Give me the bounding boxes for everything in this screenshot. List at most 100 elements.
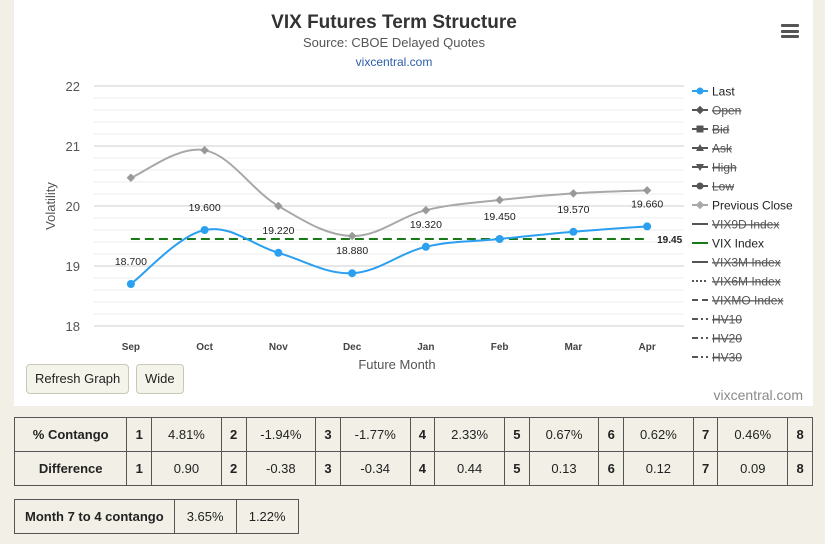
data-label: 19.220 — [262, 225, 294, 237]
month-contango-value: 3.65% — [173, 499, 237, 534]
previous-close-point — [126, 173, 136, 183]
month-contango-value: 1.22% — [235, 499, 299, 534]
row-header: % Contango — [13, 417, 128, 452]
legend-item-label[interactable]: Ask — [712, 142, 733, 156]
last-point — [569, 227, 578, 236]
legend-item-label[interactable]: High — [712, 161, 737, 175]
legend-item-label[interactable]: HV10 — [712, 313, 742, 327]
legend-diamond-marker — [695, 105, 705, 115]
value-cell: 2.33% — [434, 417, 505, 452]
month-index-cell: 2 — [220, 451, 247, 486]
legend-item-label[interactable]: VIX Index — [712, 237, 764, 251]
value-cell: -1.77% — [339, 417, 411, 452]
chart-credit-bottom: vixcentral.com — [713, 387, 803, 403]
x-tick-label: Feb — [491, 342, 509, 353]
table-row: Month 7 to 4 contango 3.65% 1.22% — [14, 499, 299, 534]
chart-title: VIX Futures Term Structure — [271, 12, 517, 33]
y-axis-title: Volatility — [43, 182, 58, 230]
value-cell: 0.46% — [717, 417, 789, 452]
month-index-cell: 8 — [787, 451, 813, 486]
last-point — [200, 226, 209, 234]
data-label: 19.320 — [410, 219, 442, 231]
table-row: Difference 1 0.90 2 -0.38 3 -0.34 4 0.44 5 0.13 6 0.… — [13, 451, 813, 486]
x-tick-label: Jan — [417, 342, 434, 353]
data-label: 19.570 — [557, 204, 589, 216]
month-index-cell: 8 — [787, 417, 813, 452]
value-cell: 0.90 — [151, 451, 222, 486]
month-index-cell: 1 — [126, 451, 153, 486]
y-tick-label: 20 — [66, 199, 80, 214]
y-tick-label: 21 — [66, 139, 80, 154]
legend-item-label[interactable]: HV20 — [712, 332, 742, 346]
value-cell: 0.44 — [434, 451, 505, 486]
last-point — [274, 248, 283, 257]
previous-close-point — [569, 189, 578, 198]
month-index-cell: 3 — [315, 417, 341, 452]
previous-close-point — [421, 205, 431, 215]
x-tick-label: Nov — [269, 342, 288, 353]
legend-item-label[interactable]: VIX3M Index — [712, 256, 781, 270]
data-label: 18.880 — [336, 245, 368, 257]
value-cell: 0.67% — [528, 417, 600, 452]
month-index-cell: 4 — [409, 451, 436, 486]
legend-circle-marker — [696, 182, 704, 190]
value-cell: -0.34 — [339, 451, 411, 486]
chart-credit-link[interactable]: vixcentral.com — [355, 55, 433, 69]
legend-item-label[interactable]: Previous Close — [712, 199, 793, 213]
previous-close-point — [642, 186, 652, 195]
contango-table: % Contango 1 4.81% 2 -1.94% 3 -1.77% 4 2.33% 5 0.6… — [13, 417, 813, 486]
legend-item-label[interactable]: Open — [712, 104, 741, 118]
previous-close-point — [200, 145, 209, 155]
last-point — [495, 235, 504, 243]
refresh-graph-button[interactable]: Refresh Graph — [26, 364, 130, 394]
value-cell: 0.12 — [623, 451, 694, 486]
month-index-cell: 1 — [126, 417, 153, 452]
value-cell: 0.09 — [717, 451, 789, 486]
month-index-cell: 7 — [692, 417, 719, 452]
table-row: % Contango 1 4.81% 2 -1.94% 3 -1.77% 4 2.33% 5 0.6… — [13, 417, 813, 452]
month-index-cell: 7 — [692, 451, 719, 486]
data-label: 19.660 — [631, 198, 663, 210]
chart-subtitle: Source: CBOE Delayed Quotes — [302, 35, 486, 50]
month-index-cell: 5 — [503, 451, 530, 486]
chart-panel: VIX Futures Term Structure Source: CBOE … — [14, 0, 813, 406]
legend-item-label[interactable]: Bid — [712, 123, 729, 137]
data-label: 19.600 — [189, 202, 221, 214]
legend-triangle-down-marker — [696, 164, 704, 171]
value-cell: 4.81% — [151, 417, 222, 452]
x-tick-label: Sep — [122, 342, 140, 353]
row-header: Difference — [13, 451, 128, 486]
previous-close-point — [495, 195, 504, 205]
legend-circle-marker — [696, 87, 704, 95]
legend-item-label[interactable]: VIX9D Index — [712, 218, 779, 232]
month-index-cell: 5 — [503, 417, 530, 452]
data-label: 19.450 — [484, 211, 516, 223]
month-index-cell: 2 — [220, 417, 247, 452]
last-point — [126, 280, 135, 288]
y-tick-label: 18 — [66, 319, 80, 334]
x-tick-label: Oct — [196, 342, 213, 353]
last-point — [421, 242, 430, 251]
legend-item-label[interactable]: HV30 — [712, 351, 742, 365]
data-label: 18.700 — [115, 256, 147, 268]
value-cell: 0.13 — [528, 451, 600, 486]
vix-index-label: 19.45 — [657, 235, 682, 246]
hamburger-menu-icon[interactable] — [781, 24, 799, 38]
value-cell: -0.38 — [245, 451, 317, 486]
legend-diamond-marker — [695, 200, 705, 210]
value-cell: -1.94% — [245, 417, 317, 452]
x-tick-label: Mar — [564, 342, 582, 353]
legend-item-label[interactable]: VIXMO Index — [712, 294, 783, 308]
last-point — [643, 222, 652, 231]
x-tick-label: Dec — [343, 342, 362, 353]
month-contango-table: Month 7 to 4 contango 3.65% 1.22% — [14, 499, 299, 534]
legend-item-label[interactable]: Last — [712, 85, 735, 99]
last-point — [348, 269, 357, 278]
value-cell: 0.62% — [623, 417, 694, 452]
month-index-cell: 3 — [315, 451, 341, 486]
x-axis-title: Future Month — [358, 357, 435, 372]
wide-button[interactable]: Wide — [136, 364, 184, 394]
legend-item-label[interactable]: VIX6M Index — [712, 275, 781, 289]
legend-item-label[interactable]: Low — [712, 180, 734, 194]
previous-close-point — [347, 231, 357, 241]
